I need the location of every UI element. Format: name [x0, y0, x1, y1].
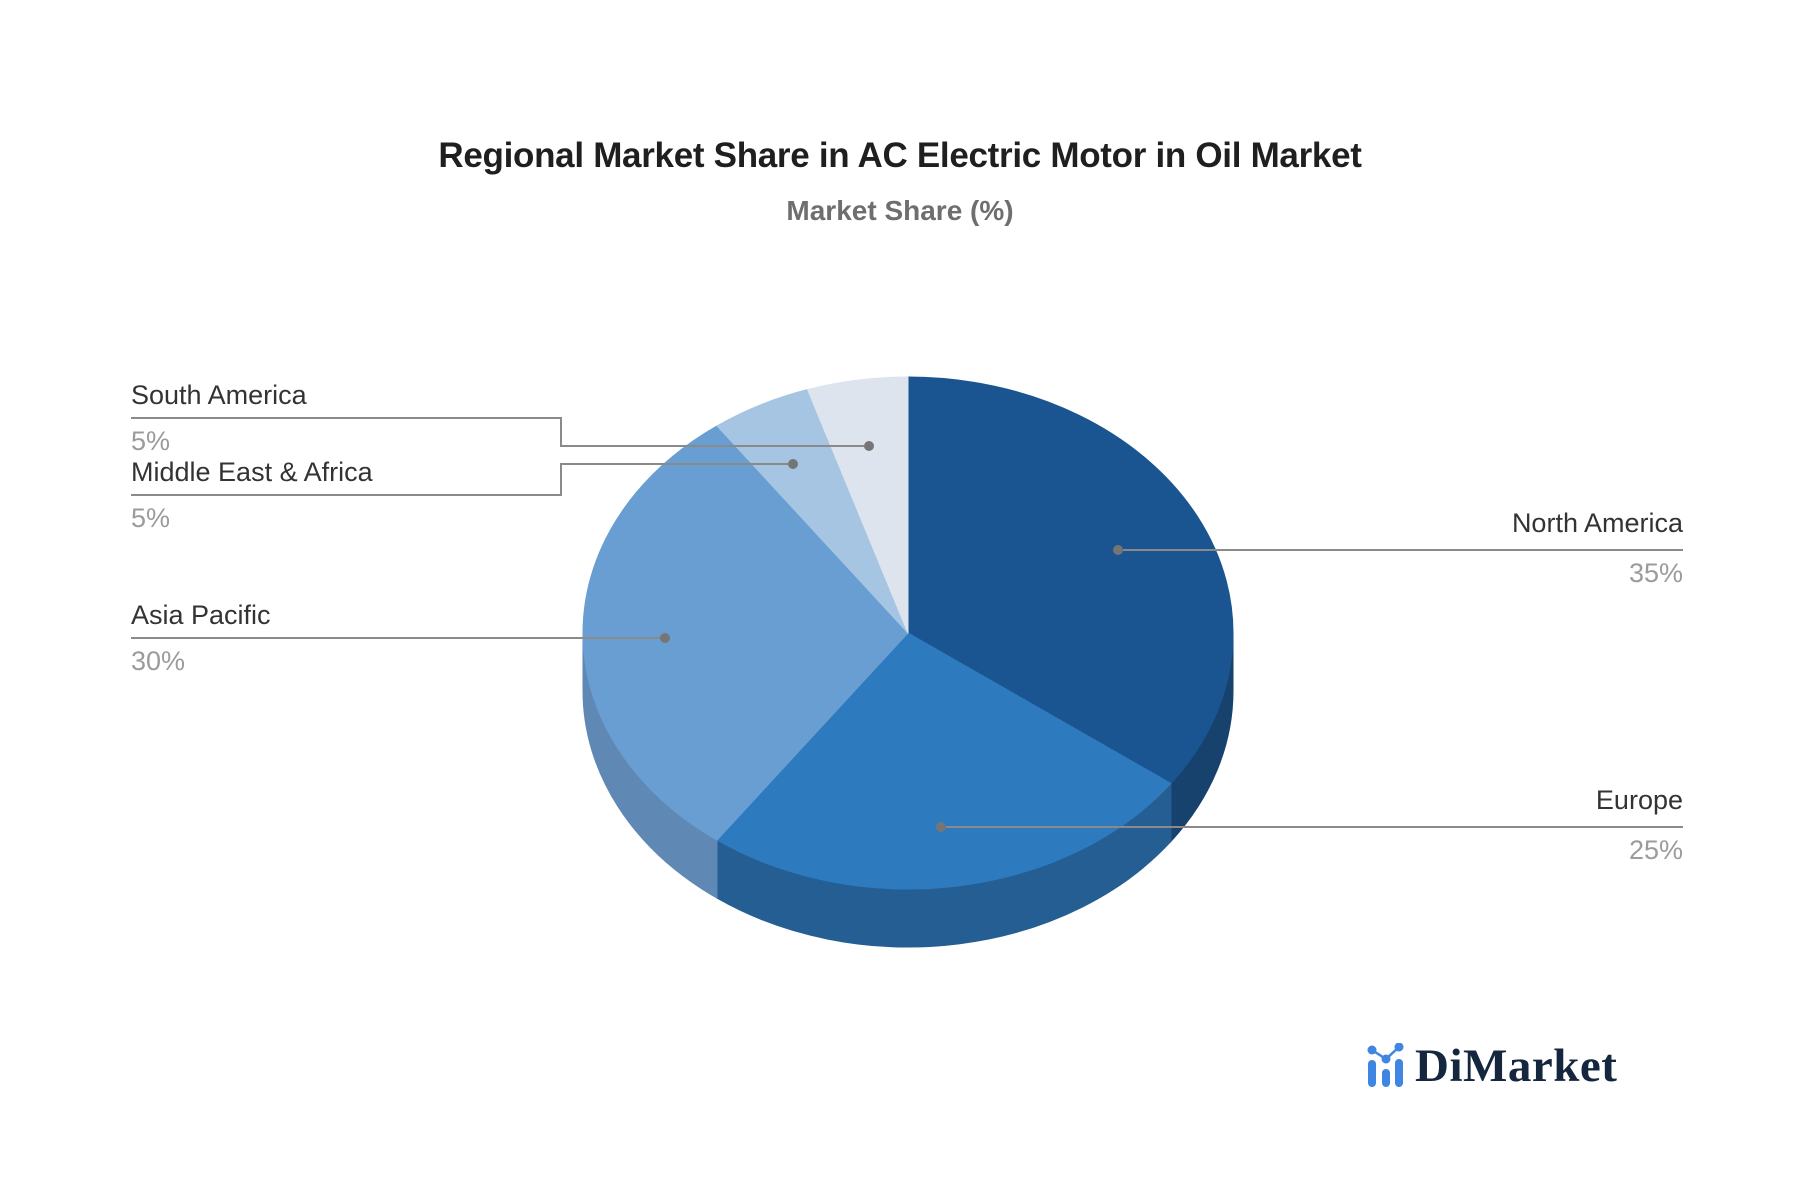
pie-slices	[582, 376, 1234, 890]
pie-slice-south-america[interactable]	[807, 376, 909, 634]
slice-label-north-america: North America	[1511, 508, 1683, 538]
leader-line-middle-east-africa	[131, 463, 788, 496]
slice-pct-south-america: 5%	[131, 426, 171, 456]
slice-pct-europe: 25%	[1628, 835, 1683, 865]
pie-slice-europe[interactable]	[716, 632, 1172, 890]
logo-text: DiMarket	[1415, 1039, 1618, 1092]
chart-subtitle: Market Share (%)	[786, 195, 1014, 226]
chart-title: Regional Market Share in AC Electric Mot…	[438, 136, 1362, 175]
brand-logo[interactable]: DiMarket	[1362, 1040, 1617, 1092]
leader-dot-asia-pacific	[660, 633, 670, 643]
leader-dot-south-america	[864, 441, 874, 451]
slice-pct-north-america: 35%	[1628, 558, 1683, 588]
leader-lines	[131, 417, 1683, 828]
bar-line-chart-icon	[1367, 1043, 1404, 1087]
pie-slice-north-america[interactable]	[907, 376, 1234, 784]
leader-dots	[660, 441, 1123, 832]
pie-slice-asia-pacific[interactable]	[582, 425, 909, 841]
slice-label-europe: Europe	[1595, 785, 1683, 815]
leader-dot-europe	[936, 822, 946, 832]
slice-pct-middle-east-africa: 5%	[131, 503, 171, 533]
slice-pct-asia-pacific: 30%	[131, 646, 186, 676]
slice-label-asia-pacific: Asia Pacific	[131, 600, 271, 630]
leader-dot-north-america	[1113, 545, 1123, 555]
leader-line-south-america	[131, 417, 864, 447]
slice-label-middle-east-africa: Middle East & Africa	[131, 457, 373, 487]
leader-dot-middle-east-africa	[788, 459, 798, 469]
slice-label-south-america: South America	[131, 380, 307, 410]
